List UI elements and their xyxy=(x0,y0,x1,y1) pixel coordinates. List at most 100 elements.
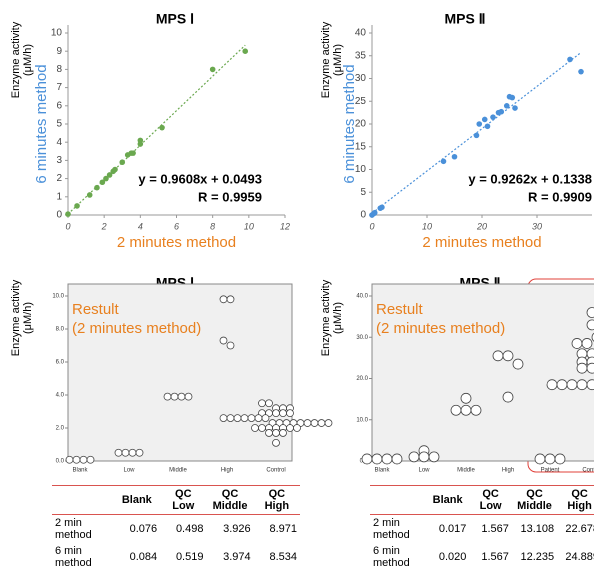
point xyxy=(209,66,216,73)
point xyxy=(490,114,496,120)
point xyxy=(103,175,109,182)
dot xyxy=(251,424,259,432)
y-tick-label: 10.0 xyxy=(52,294,64,300)
cell: 8.971 xyxy=(269,523,297,535)
data-table: Blank QC Low QC Middle QC High 2 min method 0… xyxy=(370,485,594,571)
cell: 24.889 xyxy=(565,551,594,563)
dot xyxy=(428,451,440,463)
dot xyxy=(226,341,235,350)
header-cell: QC Low xyxy=(160,485,207,515)
y-tick-label: 5 xyxy=(360,187,366,198)
dot xyxy=(233,414,242,423)
annotation: Restult xyxy=(72,301,120,318)
dot xyxy=(534,453,546,465)
point xyxy=(74,203,80,209)
dot xyxy=(219,414,228,423)
header-row: Blank QC Low QC Middle QC High xyxy=(370,485,594,515)
y-tick-label: 8.0 xyxy=(56,327,65,333)
y-tick-label: 10 xyxy=(51,28,63,39)
table-row: 6 min method 0.084 0.519 3.974 8.534 xyxy=(52,543,300,571)
point xyxy=(498,108,505,115)
x-tick-label: Blank xyxy=(374,468,390,474)
header-row: Blank QC Low QC Middle QC High xyxy=(52,485,300,515)
equation: R = 0.9959 xyxy=(198,189,262,204)
y-axis-title: Enzyme activity xyxy=(10,279,22,356)
data-table: Blank QC Low QC Middle QC High 2 min method 0… xyxy=(52,485,300,571)
dot xyxy=(247,414,256,423)
dot xyxy=(371,453,383,465)
dot xyxy=(391,453,403,465)
dot xyxy=(586,319,594,331)
point xyxy=(509,94,516,101)
y-tick-label: 0 xyxy=(56,210,62,221)
y-tick-label: 8 xyxy=(56,64,62,75)
equation: R = 0.9909 xyxy=(528,189,592,204)
point xyxy=(484,123,491,130)
y-axis-title: (μM/h) xyxy=(22,302,34,334)
dot xyxy=(219,295,228,304)
y-tick-label: 10 xyxy=(355,164,367,175)
cell: 8.534 xyxy=(269,551,297,563)
dot xyxy=(258,399,266,408)
x-tick-label: Control xyxy=(582,468,594,474)
y-axis-title: Enzyme activity xyxy=(320,279,332,356)
x-tick-label: Patient xyxy=(541,468,560,474)
table-row: 2 min method 0.076 0.498 3.926 8.971 xyxy=(52,515,300,544)
y-axis-label: 6 minutes method xyxy=(341,64,358,183)
dot xyxy=(135,448,144,457)
dot xyxy=(502,350,514,362)
dot xyxy=(254,414,263,423)
dot xyxy=(265,429,273,437)
y-tick-label: 2 xyxy=(56,173,62,184)
dot xyxy=(272,409,280,418)
x-tick-label: 0 xyxy=(65,221,70,231)
dot xyxy=(544,453,556,465)
y-tick-label: 7 xyxy=(56,82,62,93)
cell: 0.076 xyxy=(129,523,158,535)
dot xyxy=(576,379,588,391)
dot xyxy=(586,362,594,374)
header-cell: QC High xyxy=(557,485,594,515)
dot xyxy=(492,350,504,362)
x-axis-label: 2 minutes method xyxy=(117,234,236,251)
dot xyxy=(566,379,578,391)
dot xyxy=(128,448,137,457)
point xyxy=(440,158,447,165)
dot xyxy=(502,391,514,403)
point xyxy=(119,159,126,166)
y-tick-label: 5 xyxy=(56,119,62,130)
point xyxy=(503,103,510,109)
x-axis-label: 2 minutes method xyxy=(422,234,541,251)
dot xyxy=(581,338,593,349)
point xyxy=(65,211,71,217)
y-tick-label: 2.0 xyxy=(56,426,65,432)
x-tick-label: High xyxy=(221,468,233,474)
y-axis-title: Enzyme activity xyxy=(320,21,332,98)
plot-area xyxy=(371,283,594,462)
x-tick-label: 10 xyxy=(244,221,254,231)
y-tick-label: 4 xyxy=(56,137,62,148)
dot xyxy=(226,295,235,304)
chart-title: MPS Ⅰ xyxy=(156,11,194,27)
header-cell: QC Middle xyxy=(511,485,558,515)
dot xyxy=(219,336,228,345)
dot xyxy=(470,404,482,416)
y-tick-label: 6 xyxy=(56,100,62,111)
point xyxy=(512,105,518,111)
dot xyxy=(72,455,81,464)
dot xyxy=(258,424,266,432)
dot xyxy=(554,453,566,465)
cell: 3.926 xyxy=(223,523,251,535)
dot xyxy=(170,392,179,401)
dot xyxy=(114,448,123,457)
dot xyxy=(317,419,326,427)
header-cell: QC Low xyxy=(469,485,512,515)
x-tick-label: 6 xyxy=(174,221,179,231)
dot xyxy=(381,453,393,465)
y-tick-label: 1 xyxy=(56,191,62,202)
y-tick-label: 10.0 xyxy=(356,417,368,423)
chart-title: MPS Ⅱ xyxy=(444,11,485,27)
cell: 0.498 xyxy=(175,523,204,535)
equation: y = 0.9262x + 0.1338 xyxy=(468,171,592,186)
